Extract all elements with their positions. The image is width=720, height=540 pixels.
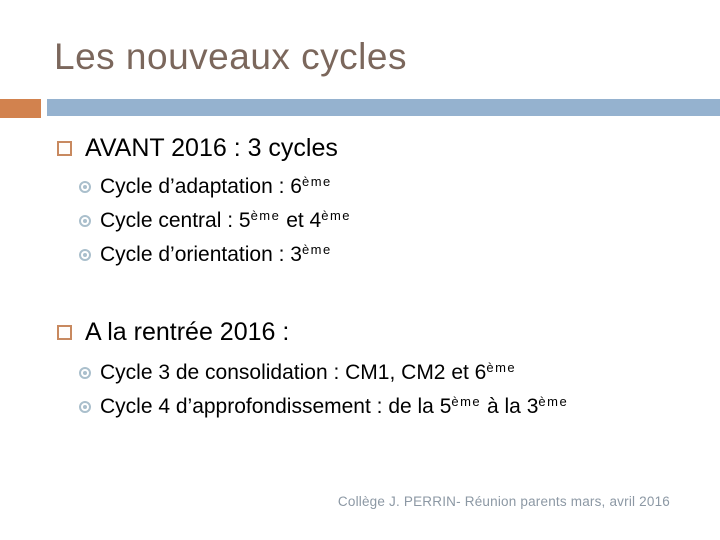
- target-bullet-icon: [79, 367, 91, 379]
- superscript: ème: [250, 208, 281, 223]
- text-segment: Cycle 3 de consolidation : CM1, CM2 et 6: [100, 361, 487, 384]
- superscript: ème: [451, 394, 482, 409]
- text-segment: et 4: [280, 209, 322, 232]
- target-bullet-icon: [79, 401, 91, 413]
- bullet-text: Cycle 4 d’approfondissement : de la 5ème…: [100, 394, 569, 419]
- bullet-item-level2: Cycle 3 de consolidation : CM1, CM2 et 6…: [79, 356, 568, 390]
- bullet-text: Cycle d’adaptation : 6ème: [100, 174, 332, 199]
- section-heading: AVANT 2016 : 3 cycles: [85, 133, 338, 162]
- superscript: ème: [486, 360, 517, 375]
- text-segment: Cycle d’orientation : 3: [100, 243, 302, 266]
- slide-footer: Collège J. PERRIN- Réunion parents mars,…: [337, 494, 670, 509]
- bullet-item-level2: Cycle 4 d’approfondissement : de la 5ème…: [79, 390, 568, 424]
- bullet-item-level1: AVANT 2016 : 3 cycles: [57, 133, 338, 163]
- target-bullet-icon: [79, 249, 91, 261]
- superscript: ème: [538, 394, 569, 409]
- superscript: ème: [301, 242, 332, 257]
- bullet-item-level2: Cycle d’orientation : 3ème: [79, 238, 351, 272]
- text-segment: Cycle d’adaptation : 6: [100, 175, 302, 198]
- bullet-text: Cycle 3 de consolidation : CM1, CM2 et 6…: [100, 360, 517, 385]
- divider-accent-blue: [47, 99, 720, 116]
- superscript: ème: [301, 174, 332, 189]
- divider-accent-orange: [0, 99, 41, 118]
- sub-bullet-list: Cycle d’adaptation : 6ème Cycle central …: [79, 170, 351, 272]
- target-bullet-icon: [79, 215, 91, 227]
- bullet-text: Cycle d’orientation : 3ème: [100, 242, 332, 267]
- bullet-text: Cycle central : 5ème et 4ème: [100, 208, 352, 233]
- text-segment: Cycle 4 d’approfondissement : de la 5: [100, 395, 452, 418]
- bullet-item-level2: Cycle central : 5ème et 4ème: [79, 204, 351, 238]
- sub-bullet-list: Cycle 3 de consolidation : CM1, CM2 et 6…: [79, 356, 568, 424]
- square-bullet-icon: [57, 140, 72, 156]
- text-segment: Cycle central : 5: [100, 209, 251, 232]
- bullet-item-level1: A la rentrée 2016 :: [57, 317, 289, 347]
- target-bullet-icon: [79, 181, 91, 193]
- square-bullet-icon: [57, 324, 72, 340]
- superscript: ème: [321, 208, 352, 223]
- bullet-item-level2: Cycle d’adaptation : 6ème: [79, 170, 351, 204]
- section-heading: A la rentrée 2016 :: [85, 317, 290, 346]
- slide-title: Les nouveaux cycles: [54, 36, 407, 77]
- text-segment: à la 3: [481, 395, 539, 418]
